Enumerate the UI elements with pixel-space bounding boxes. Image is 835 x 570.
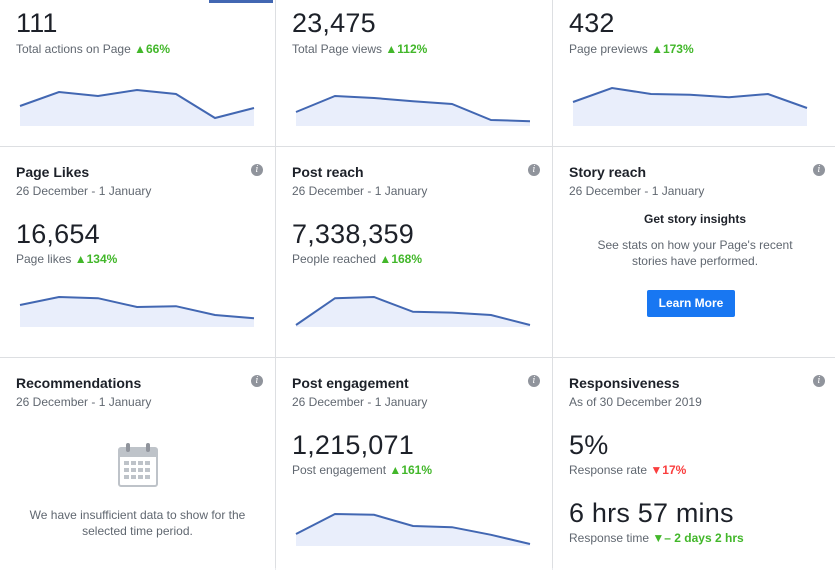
metric-label: Total Page views — [292, 42, 383, 56]
card-title: Responsiveness — [569, 375, 680, 391]
insufficient-data-text-line2: selected time period. — [82, 524, 193, 538]
story-insights-heading: Get story insights — [643, 212, 747, 226]
date-range: 26 December - 1 January — [292, 184, 428, 198]
sparkline-area — [296, 96, 530, 126]
total-actions-metric: Total actions on Page ▲66% — [16, 42, 170, 56]
metric-label: Response rate — [569, 463, 648, 477]
post-reach-metric: People reached ▲168% — [292, 252, 422, 266]
trend-up-icon: ▲ — [385, 42, 398, 56]
trend-up-icon: ▲ — [134, 42, 146, 56]
sparkline-chart — [295, 295, 531, 327]
card-post-engagement[interactable]: Post engagement i 26 December - 1 Januar… — [276, 358, 552, 570]
metric-change: 112% — [397, 42, 428, 56]
sparkline-chart — [295, 512, 531, 546]
card-total-page-views[interactable]: 23,475 Total Page views ▲112% — [276, 0, 552, 146]
story-insights-text-line2: stories have performed. — [631, 254, 759, 268]
total-actions-value: 111 — [16, 8, 58, 38]
response-time-value: 6 hrs 57 mins — [569, 498, 734, 528]
sparkline-line — [295, 512, 531, 545]
info-icon[interactable]: i — [528, 164, 540, 176]
info-icon[interactable]: i — [251, 164, 263, 176]
metric-change: 173% — [662, 42, 694, 56]
sparkline-chart — [19, 295, 255, 327]
card-post-reach[interactable]: Post reach i 26 December - 1 January 7,3… — [276, 147, 552, 357]
trend-up-icon: ▲ — [74, 252, 87, 266]
card-total-actions[interactable]: 111 Total actions on Page ▲66% — [0, 0, 275, 146]
date-range: 26 December - 1 January — [16, 184, 152, 198]
trend-down-icon: ▼ — [652, 531, 665, 545]
story-insights-text-line1: See stats on how your Page's recent — [597, 238, 793, 252]
as-of-date: As of 30 December 2019 — [569, 395, 702, 409]
card-responsiveness[interactable]: Responsiveness i As of 30 December 2019 … — [553, 358, 835, 570]
page-views-metric: Total Page views ▲112% — [292, 42, 427, 56]
info-icon[interactable]: i — [528, 375, 540, 387]
trend-up-icon: ▲ — [379, 252, 392, 266]
metric-change: 161% — [401, 463, 433, 477]
response-rate-metric: Response rate ▼17% — [569, 463, 686, 477]
insufficient-data-text-line1: We have insufficient data to show for th… — [29, 508, 246, 522]
metric-change: 17% — [662, 463, 687, 477]
metric-label: Total actions on Page — [16, 42, 131, 56]
learn-more-button[interactable]: Learn More — [647, 290, 735, 317]
date-range: 26 December - 1 January — [569, 184, 705, 198]
trend-up-icon: ▲ — [389, 463, 402, 477]
page-previews-value: 432 — [569, 8, 615, 38]
card-title: Page Likes — [16, 164, 90, 180]
info-icon[interactable]: i — [813, 375, 825, 387]
card-recommendations[interactable]: Recommendations i 26 December - 1 Januar… — [0, 358, 275, 570]
sparkline-line — [19, 295, 255, 320]
trend-down-icon: ▼ — [650, 463, 663, 477]
date-range: 26 December - 1 January — [292, 395, 428, 409]
sparkline-line — [295, 94, 531, 123]
metric-label: Page previews — [569, 42, 648, 56]
post-engagement-metric: Post engagement ▲161% — [292, 463, 432, 477]
metric-change: 134% — [86, 252, 118, 266]
sparkline-chart — [572, 86, 808, 126]
metric-label: People reached — [292, 252, 377, 266]
info-icon[interactable]: i — [251, 375, 263, 387]
metric-label: Post engagement — [292, 463, 387, 477]
page-views-value: 23,475 — [292, 8, 376, 38]
card-title: Recommendations — [16, 375, 142, 391]
sparkline-area — [20, 297, 254, 327]
sparkline-area — [573, 88, 807, 126]
sparkline-line — [19, 88, 255, 120]
metric-label: Response time — [569, 531, 650, 545]
card-title: Post engagement — [292, 375, 409, 391]
sparkline-line — [295, 295, 531, 326]
card-page-likes[interactable]: Page Likes i 26 December - 1 January 16,… — [0, 147, 275, 357]
active-tab-indicator — [209, 0, 273, 3]
trend-up-icon: ▲ — [651, 42, 663, 56]
calendar-icon — [118, 443, 158, 487]
page-likes-value: 16,654 — [16, 219, 100, 249]
card-page-previews[interactable]: 432 Page previews ▲173% — [553, 0, 835, 146]
sparkline-chart — [295, 94, 531, 126]
post-reach-value: 7,338,359 — [292, 219, 414, 249]
sparkline-area — [296, 514, 530, 546]
page-likes-metric: Page likes ▲134% — [16, 252, 117, 266]
card-title: Story reach — [569, 164, 647, 180]
info-icon[interactable]: i — [813, 164, 825, 176]
metric-change: 168% — [391, 252, 423, 266]
response-time-metric: Response time ▼– 2 days 2 hrs — [569, 531, 744, 545]
card-title: Post reach — [292, 164, 364, 180]
metric-label: Page likes — [16, 252, 72, 266]
date-range: 26 December - 1 January — [16, 395, 152, 409]
sparkline-chart — [19, 88, 255, 126]
response-rate-value: 5% — [569, 430, 609, 460]
metric-change: – 2 days 2 hrs — [664, 531, 744, 545]
sparkline-line — [572, 86, 808, 109]
page-previews-metric: Page previews ▲173% — [569, 42, 694, 56]
sparkline-area — [20, 90, 254, 126]
card-story-reach[interactable]: Story reach i 26 December - 1 January Ge… — [553, 147, 835, 357]
metric-change: 66% — [145, 42, 171, 56]
post-engagement-value: 1,215,071 — [292, 430, 414, 460]
